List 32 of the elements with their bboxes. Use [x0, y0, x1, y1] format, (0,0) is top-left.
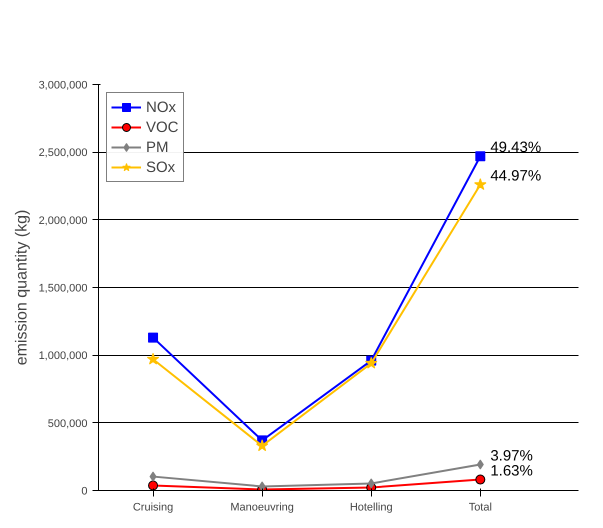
point — [368, 478, 375, 488]
point — [148, 480, 158, 490]
y-tick-label: 2,000,000 — [38, 214, 88, 227]
point — [258, 481, 266, 490]
x-tick-label: Cruising — [132, 502, 174, 514]
point — [475, 474, 486, 485]
annotation: 3.97% — [490, 448, 533, 465]
point — [148, 332, 158, 343]
legend-label: VOC — [146, 118, 179, 136]
legend-label: SOx — [146, 158, 176, 176]
y-tick-label: 2,500,000 — [38, 147, 88, 160]
point — [474, 178, 487, 190]
annotation: 1.63% — [490, 462, 533, 480]
point — [146, 352, 160, 365]
y-tick-label: 1,000,000 — [38, 350, 88, 362]
y-tick-label: 3,000,000 — [38, 80, 88, 92]
legend-label: PM — [146, 138, 168, 156]
x-tick-label: Total — [468, 502, 492, 514]
point — [365, 356, 378, 369]
point — [150, 472, 157, 482]
y-tick-label: 1,500,000 — [38, 282, 88, 294]
x-tick-label: Manoeuvring — [230, 502, 294, 514]
y-tick-label: 500,000 — [48, 418, 88, 430]
point — [476, 460, 484, 470]
legend-label: NOx — [146, 98, 176, 116]
y-tick-label: 0 — [81, 486, 88, 498]
point — [475, 151, 486, 162]
x-tick-label: Hotelling — [350, 502, 393, 514]
annotation: 44.97% — [490, 168, 542, 185]
point — [256, 439, 268, 452]
y-axis-title: emission quantity (kg) — [14, 210, 31, 366]
annotation: 49.43% — [490, 139, 542, 156]
